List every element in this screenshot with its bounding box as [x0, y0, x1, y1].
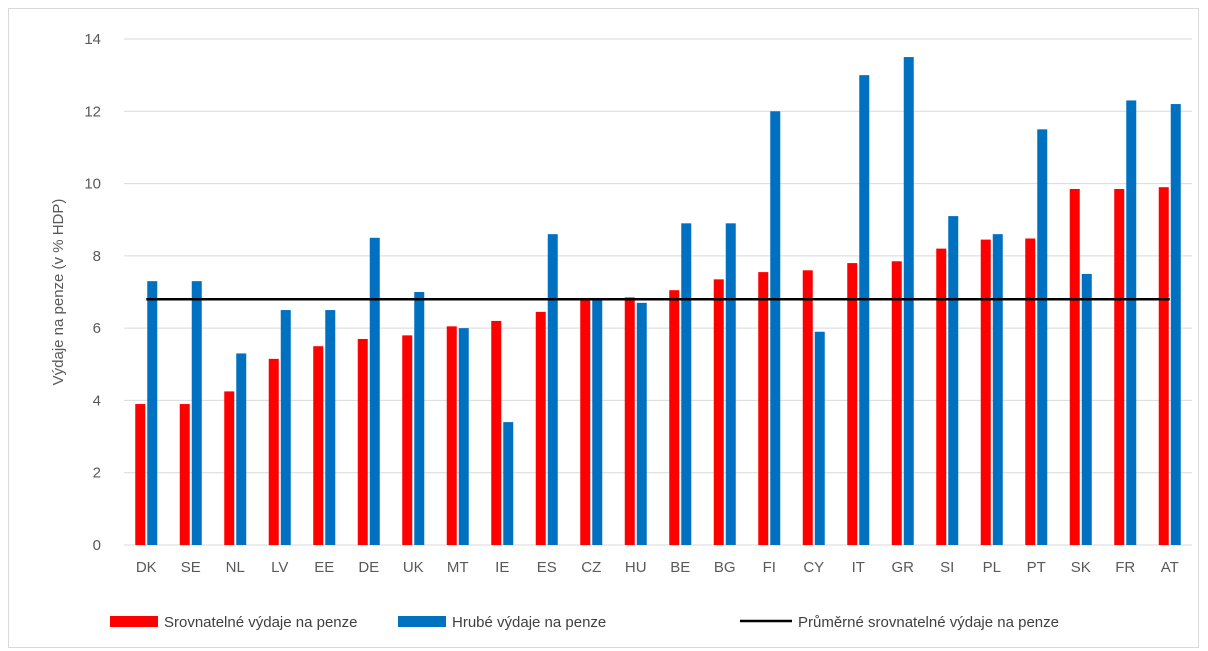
- bar-comparable-sk: [1069, 188, 1080, 545]
- bar-comparable-bg: [713, 279, 724, 545]
- bar-gross-be: [681, 223, 692, 546]
- x-tick-label: AT: [1161, 559, 1179, 576]
- bar-comparable-at: [1158, 187, 1169, 545]
- x-tick-label: UK: [403, 559, 424, 576]
- x-tick-label: HU: [625, 559, 647, 576]
- x-tick-label: EE: [314, 559, 334, 576]
- bar-comparable-fi: [758, 272, 769, 545]
- x-tick-label: LV: [271, 559, 288, 576]
- bar-gross-se: [191, 281, 202, 545]
- x-tick-label: FI: [763, 559, 776, 576]
- bar-comparable-pl: [980, 239, 991, 546]
- legend-label-gross: Hrubé výdaje na penze: [452, 614, 606, 631]
- x-tick-label: GR: [892, 559, 915, 576]
- chart-area: [8, 8, 1199, 648]
- bar-comparable-fr: [1114, 188, 1125, 545]
- x-tick-label: BG: [714, 559, 736, 576]
- y-tick-label: 0: [93, 537, 101, 554]
- bar-gross-ie: [503, 422, 514, 545]
- x-axis-tick-labels: DK SE NL LV EE DE UK MT IE ES CZ HU BE BG FI CY IT GR SI PL…: [136, 559, 1179, 576]
- x-tick-label: SE: [181, 559, 201, 576]
- legend: Srovnatelné výdaje na penze Hrubé výdaje…: [110, 614, 1059, 631]
- bar-gross-ee: [325, 310, 336, 545]
- x-tick-label: ES: [537, 559, 557, 576]
- x-tick-label: MT: [447, 559, 469, 576]
- bar-gross-cy: [814, 331, 825, 545]
- y-tick-label: 2: [93, 465, 101, 482]
- x-tick-label: IE: [495, 559, 509, 576]
- x-tick-label: PL: [983, 559, 1001, 576]
- bar-comparable-uk: [402, 335, 413, 545]
- bar-gross-mt: [458, 328, 469, 545]
- bar-gross-pl: [992, 234, 1003, 545]
- bar-gross-sk: [1081, 273, 1092, 545]
- y-tick-label: 4: [93, 392, 101, 409]
- x-tick-label: DE: [358, 559, 379, 576]
- bar-comparable-es: [535, 311, 546, 545]
- bar-comparable-gr: [891, 261, 902, 545]
- bar-comparable-be: [669, 290, 680, 545]
- bar-comparable-dk: [135, 404, 146, 545]
- y-tick-label: 6: [93, 320, 101, 337]
- legend-label-comparable: Srovnatelné výdaje na penze: [164, 614, 357, 631]
- x-tick-label: IT: [852, 559, 865, 576]
- bar-gross-uk: [414, 292, 425, 545]
- bar-gross-lv: [280, 310, 291, 545]
- x-tick-label: CZ: [581, 559, 601, 576]
- bar-comparable-se: [179, 404, 190, 545]
- bar-comparable-pt: [1025, 238, 1036, 545]
- x-tick-label: BE: [670, 559, 690, 576]
- x-tick-label: SI: [940, 559, 954, 576]
- bar-gross-si: [948, 216, 959, 545]
- bar-gross-hu: [636, 302, 647, 545]
- legend-label-average: Průměrné srovnatelné výdaje na penze: [798, 614, 1059, 631]
- bar-comparable-cy: [802, 270, 813, 545]
- bar-gross-dk: [147, 281, 158, 545]
- bar-gross-at: [1170, 104, 1181, 546]
- legend-swatch-gross: [398, 616, 446, 627]
- bar-comparable-ie: [491, 320, 502, 545]
- y-tick-label: 8: [93, 248, 101, 265]
- x-tick-label: DK: [136, 559, 157, 576]
- bar-comparable-nl: [224, 391, 235, 545]
- x-tick-label: SK: [1071, 559, 1091, 576]
- y-tick-label: 10: [84, 176, 101, 193]
- bar-comparable-lv: [268, 358, 279, 545]
- x-tick-label: PT: [1027, 559, 1046, 576]
- bars: [135, 57, 1181, 546]
- bar-gross-de: [369, 237, 380, 546]
- y-tick-label: 14: [84, 31, 101, 48]
- bar-comparable-cz: [580, 299, 591, 545]
- gridlines: [124, 38, 1192, 546]
- bar-comparable-it: [847, 263, 858, 545]
- x-tick-label: CY: [803, 559, 824, 576]
- bar-gross-nl: [236, 353, 247, 545]
- bar-gross-it: [859, 75, 870, 546]
- bar-gross-fi: [770, 111, 781, 546]
- legend-swatch-comparable: [110, 616, 158, 627]
- bar-comparable-mt: [446, 326, 457, 545]
- bar-comparable-ee: [313, 346, 324, 545]
- bar-comparable-de: [357, 338, 368, 545]
- y-axis-title: Výdaje na penze (v % HDP): [50, 199, 67, 386]
- bar-gross-gr: [903, 57, 914, 545]
- y-tick-label: 12: [84, 103, 101, 120]
- bar-gross-es: [547, 234, 558, 545]
- bar-gross-cz: [592, 299, 603, 545]
- x-tick-label: NL: [226, 559, 245, 576]
- x-tick-label: FR: [1115, 559, 1135, 576]
- bar-gross-bg: [725, 223, 736, 546]
- bar-gross-pt: [1037, 129, 1048, 545]
- bar-gross-fr: [1126, 100, 1137, 545]
- bar-comparable-hu: [624, 297, 635, 545]
- bar-comparable-si: [936, 248, 947, 545]
- y-axis-tick-labels: 0 2 4 6 8 10 12 14: [84, 31, 101, 554]
